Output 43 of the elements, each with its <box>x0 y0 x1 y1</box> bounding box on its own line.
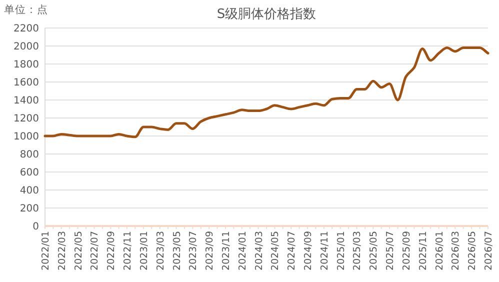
x-tick-label: 2025/09 <box>401 231 412 270</box>
x-tick-label: 2025/03 <box>352 231 364 270</box>
x-tick-label: 2023/01 <box>138 231 150 270</box>
x-tick-label: 2025/01 <box>336 231 347 270</box>
x-tick-label: 2023/09 <box>204 231 216 270</box>
x-tick-label: 2026/03 <box>450 231 462 270</box>
x-tick-label: 2024/09 <box>303 231 314 270</box>
x-tick-label: 2022/05 <box>73 231 84 270</box>
x-tick-label: 2022/07 <box>90 231 101 270</box>
y-tick-label: 0 <box>32 222 39 232</box>
x-tick-label: 2022/03 <box>56 231 68 270</box>
x-tick-label: 2024/07 <box>286 231 298 270</box>
x-tick-label: 2025/05 <box>368 231 380 270</box>
x-tick-label: 2023/07 <box>188 231 200 270</box>
y-tick-label: 1200 <box>14 114 39 124</box>
x-tick-label: 2025/11 <box>418 231 429 270</box>
chart-title: S级胴体价格指数 <box>216 7 316 22</box>
x-tick-label: 2023/03 <box>155 231 166 270</box>
y-tick-label: 2000 <box>14 42 39 52</box>
x-tick-label: 2026/07 <box>484 231 494 270</box>
x-tick-label: 2024/03 <box>254 231 265 270</box>
x-tick-label: 2026/01 <box>434 231 446 270</box>
x-tick-label: 2024/05 <box>270 231 282 270</box>
x-tick-label: 2024/11 <box>319 231 330 270</box>
y-tick-label: 800 <box>20 150 39 160</box>
x-tick-label: 2026/05 <box>467 231 478 270</box>
y-tick-label: 1400 <box>14 96 39 106</box>
x-tick-label: 2025/07 <box>385 231 396 270</box>
y-tick-label: 200 <box>20 204 39 214</box>
y-tick-label: 1600 <box>14 78 39 88</box>
y-tick-label: 1800 <box>14 60 39 70</box>
y-tick-label: 600 <box>20 168 39 178</box>
line-series <box>44 46 490 138</box>
x-tick-label: 2022/01 <box>40 231 52 270</box>
x-tick-label: 2022/09 <box>106 231 118 270</box>
y-tick-label: 1000 <box>14 132 39 142</box>
text: 单位：点 <box>4 3 48 16</box>
x-tick-label: 2023/11 <box>220 231 232 270</box>
x-tick-label: 2022/11 <box>122 231 134 270</box>
x-tick-label: 2024/01 <box>237 231 248 270</box>
y-tick-label: 400 <box>20 186 39 196</box>
y-tick-label: 2200 <box>14 24 39 34</box>
x-tick-label: 2023/05 <box>172 231 183 270</box>
